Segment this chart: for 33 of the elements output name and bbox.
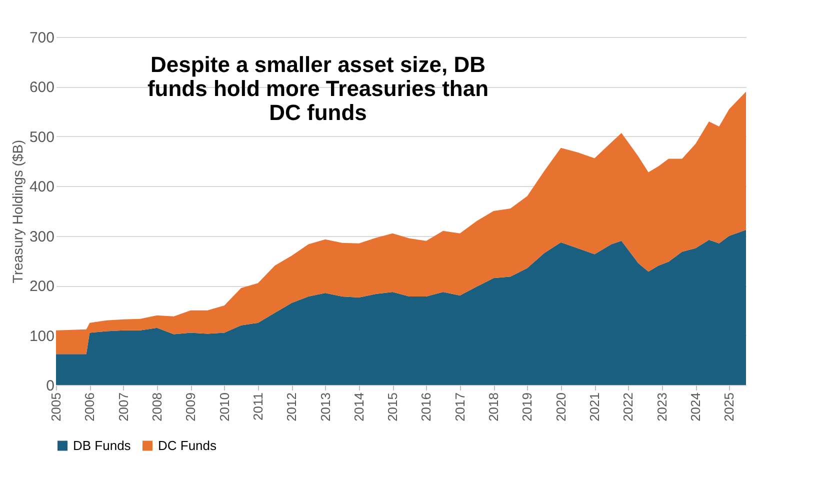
x-tick-label: 2017 bbox=[452, 392, 468, 422]
y-tick-label: 700 bbox=[29, 30, 54, 46]
x-tick-label: 2023 bbox=[654, 392, 670, 422]
x-tick-label: 2012 bbox=[284, 392, 300, 422]
x-tick-label: 2009 bbox=[183, 392, 198, 422]
x-tick-label: 2008 bbox=[149, 392, 164, 422]
x-tick-label: 2010 bbox=[216, 392, 232, 422]
x-tick-label: 2006 bbox=[82, 392, 98, 422]
y-tick-label: 200 bbox=[29, 278, 54, 296]
x-tick-label: 2018 bbox=[486, 392, 502, 422]
y-tick-label: 400 bbox=[29, 178, 54, 196]
y-axis-title: Treasury Holdings ($B) bbox=[9, 140, 26, 284]
x-tick-label: 2015 bbox=[385, 392, 400, 422]
y-tick-label: 100 bbox=[29, 328, 54, 345]
y-tick-label: 500 bbox=[29, 128, 54, 146]
y-tick-label: 300 bbox=[29, 228, 54, 246]
y-tick-label: 0 bbox=[46, 378, 54, 394]
x-tick-label: 2019 bbox=[520, 392, 535, 422]
text: Despite a smaller asset size, DB funds hold more Treasuries than DC funds bbox=[147, 52, 489, 125]
x-tick-label: 2005 bbox=[48, 392, 64, 422]
legend-label: DC Funds bbox=[158, 438, 218, 453]
x-tick-label: 2014 bbox=[351, 392, 366, 422]
x-tick-label: 2016 bbox=[418, 392, 434, 422]
x-tick-label: 2020 bbox=[553, 392, 568, 422]
x-tick-label: 2011 bbox=[250, 392, 266, 420]
x-tick-label: 2025 bbox=[722, 392, 737, 422]
x-tick-label: 2024 bbox=[688, 392, 704, 422]
y-tick-label: 600 bbox=[29, 79, 54, 96]
x-tick-label: 2021 bbox=[587, 392, 602, 422]
legend-label: DB Funds bbox=[73, 438, 132, 453]
x-tick-label: 2013 bbox=[318, 392, 333, 422]
x-tick-label: 2007 bbox=[116, 392, 131, 422]
x-tick-label: 2022 bbox=[620, 392, 636, 422]
